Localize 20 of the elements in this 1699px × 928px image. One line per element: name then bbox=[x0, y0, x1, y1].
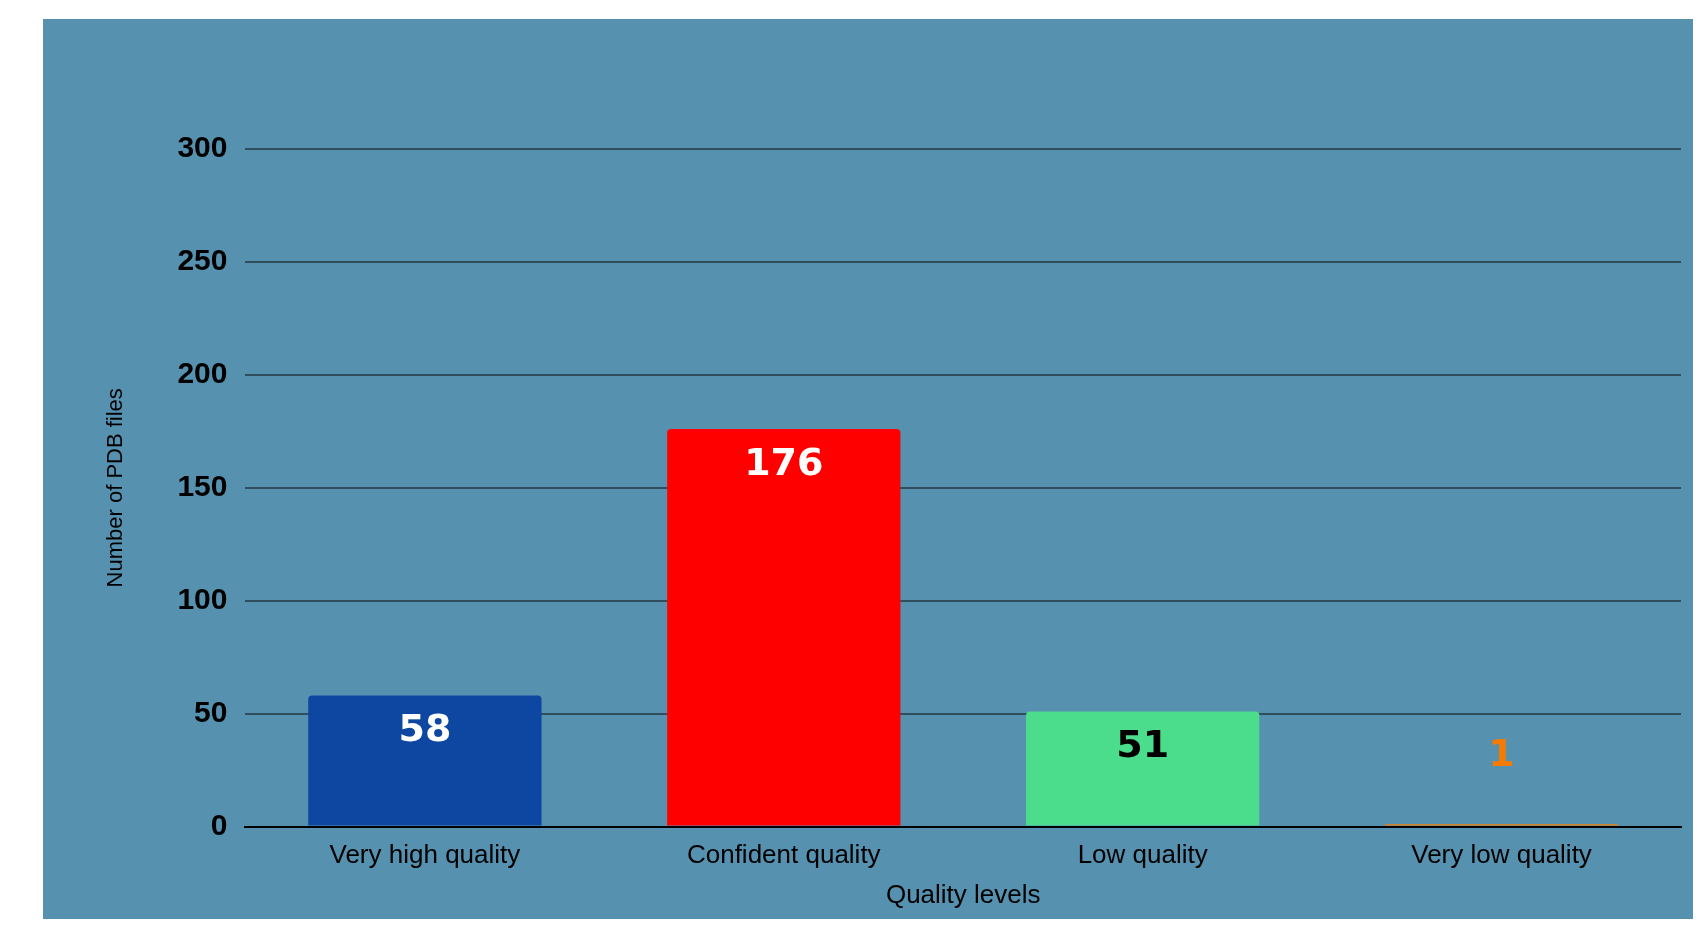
y-tick-label: 200 bbox=[177, 356, 228, 390]
y-axis-title: Number of PDB files bbox=[102, 388, 128, 588]
y-tick-label: 300 bbox=[177, 130, 228, 164]
x-tick-label: Very low quality bbox=[1411, 839, 1592, 870]
x-tick-label: Confident quality bbox=[686, 839, 881, 870]
bar bbox=[308, 695, 542, 826]
bar bbox=[667, 429, 901, 826]
y-tick-label: 150 bbox=[177, 469, 228, 503]
x-axis-title: Quality levels bbox=[885, 878, 1041, 909]
x-tick-label: Low quality bbox=[1077, 839, 1208, 870]
data-label: 1 bbox=[1488, 731, 1515, 776]
data-label: 176 bbox=[744, 439, 824, 484]
bar bbox=[1026, 711, 1260, 826]
y-tick-label: 250 bbox=[177, 243, 228, 277]
y-tick-label: 100 bbox=[177, 582, 228, 615]
data-label: 51 bbox=[1116, 722, 1170, 767]
x-tick-label: Very high quality bbox=[329, 839, 521, 870]
y-tick-label: 50 bbox=[194, 694, 228, 728]
y-tick-label: 0 bbox=[210, 807, 228, 841]
data-label: 58 bbox=[398, 706, 452, 751]
